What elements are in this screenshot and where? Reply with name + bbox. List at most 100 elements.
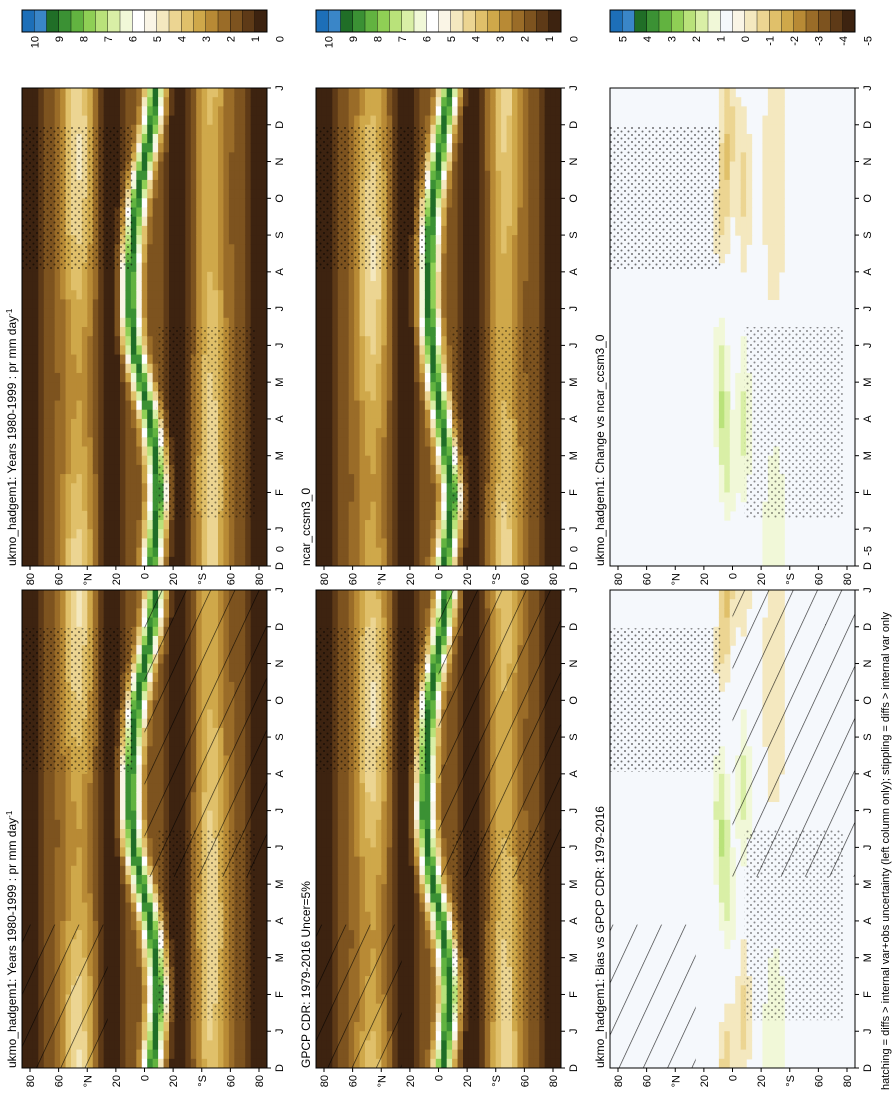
heatmap-cell	[125, 354, 132, 365]
heatmap-cell	[223, 133, 230, 144]
heatmap-cell	[65, 327, 72, 337]
heatmap-cell	[245, 235, 252, 245]
heatmap-cell	[169, 317, 176, 328]
month-tick-label: N	[274, 660, 286, 668]
heatmap-cell	[136, 520, 143, 530]
heatmap-cell	[218, 271, 225, 282]
heatmap-cell	[22, 455, 29, 466]
heatmap-cell	[38, 617, 45, 628]
heatmap-cell	[22, 617, 29, 628]
heatmap-cell	[321, 902, 328, 913]
heatmap-cell	[60, 599, 67, 609]
heatmap-cell	[218, 106, 225, 117]
heatmap-cell	[92, 520, 99, 530]
heatmap-cell	[120, 372, 127, 383]
heatmap-cell	[228, 189, 235, 199]
heatmap-cell	[223, 115, 230, 126]
heatmap-cell	[27, 271, 34, 282]
heatmap-cell	[163, 244, 170, 255]
heatmap-cell	[179, 290, 186, 301]
heatmap-cell	[109, 299, 116, 310]
heatmap-cell	[332, 810, 339, 821]
heatmap-cell	[174, 189, 181, 199]
heatmap-cell	[60, 336, 67, 346]
heatmap-cell	[54, 801, 61, 812]
heatmap-cell	[71, 810, 78, 821]
heatmap-cell	[158, 253, 165, 264]
heatmap-cell	[60, 88, 67, 98]
heatmap-cell	[22, 810, 29, 821]
heatmap-cell	[316, 590, 323, 600]
heatmap-cell	[207, 538, 214, 549]
heatmap-cell	[103, 317, 110, 328]
heatmap-cell	[218, 115, 225, 126]
heatmap-cell	[141, 418, 148, 429]
heatmap-cell	[234, 235, 241, 245]
heatmap-cell	[98, 556, 105, 566]
heatmap-cell	[256, 1049, 263, 1060]
heatmap-cell	[125, 911, 132, 922]
heatmap-cell	[212, 529, 219, 540]
heatmap-cell	[125, 556, 132, 566]
heatmap-cell	[147, 143, 154, 153]
heatmap-cell	[60, 838, 67, 848]
heatmap-cell	[141, 400, 148, 411]
heatmap-cell	[38, 538, 45, 549]
heatmap-cell	[152, 464, 159, 475]
heatmap-cell	[185, 520, 192, 530]
heatmap-cell	[43, 345, 50, 356]
heatmap-cell	[71, 290, 78, 301]
heatmap-cell	[103, 483, 110, 494]
heatmap-cell	[114, 446, 121, 457]
heatmap-cell	[120, 930, 127, 940]
heatmap-cell	[136, 262, 143, 273]
heatmap-cell	[43, 856, 50, 867]
heatmap-cell	[120, 547, 127, 558]
heatmap-cell	[87, 838, 94, 848]
heatmap-cell	[256, 363, 263, 374]
heatmap-cell	[179, 143, 186, 153]
heatmap-cell	[207, 520, 214, 530]
heatmap-cell	[32, 520, 39, 530]
heatmap-cell	[125, 1022, 132, 1032]
heatmap-cell	[125, 957, 132, 968]
heatmap-cell	[114, 930, 121, 940]
heatmap-cell	[190, 556, 197, 566]
heatmap-cell	[125, 409, 132, 420]
heatmap-cell	[43, 474, 50, 484]
heatmap-cell	[22, 290, 29, 301]
heatmap-cell	[256, 225, 263, 236]
heatmap-cell	[261, 198, 267, 209]
heatmap-cell	[103, 106, 110, 117]
heatmap-cell	[54, 599, 61, 609]
heatmap-cell	[130, 737, 137, 747]
heatmap-cell	[81, 865, 88, 876]
heatmap-cell	[87, 556, 94, 566]
heatmap-cell	[152, 106, 159, 117]
heatmap-cell	[60, 308, 67, 319]
heatmap-cell	[120, 446, 127, 457]
heatmap-cell	[332, 617, 339, 628]
colorbar-swatch	[242, 9, 256, 33]
heatmap-cell	[141, 976, 148, 986]
heatmap-cell	[245, 1058, 252, 1068]
heatmap-cell	[261, 225, 267, 236]
heatmap-cell	[141, 994, 148, 1005]
heatmap-cell	[207, 547, 214, 558]
heatmap-cell	[65, 299, 72, 310]
heatmap-cell	[54, 902, 61, 913]
heatmap-cell	[169, 152, 176, 163]
heatmap-cell	[136, 911, 143, 922]
month-tick-label: M	[274, 880, 286, 889]
heatmap-cell	[98, 492, 105, 503]
heatmap-cell	[261, 1040, 267, 1051]
heatmap-cell	[316, 838, 323, 848]
heatmap-cell	[87, 792, 94, 803]
heatmap-cell	[136, 976, 143, 986]
heatmap-cell	[120, 902, 127, 913]
heatmap-cell	[147, 253, 154, 264]
heatmap-cell	[54, 363, 61, 374]
heatmap-cell	[125, 1003, 132, 1014]
heatmap-cell	[103, 281, 110, 291]
heatmap-cell	[179, 271, 186, 282]
